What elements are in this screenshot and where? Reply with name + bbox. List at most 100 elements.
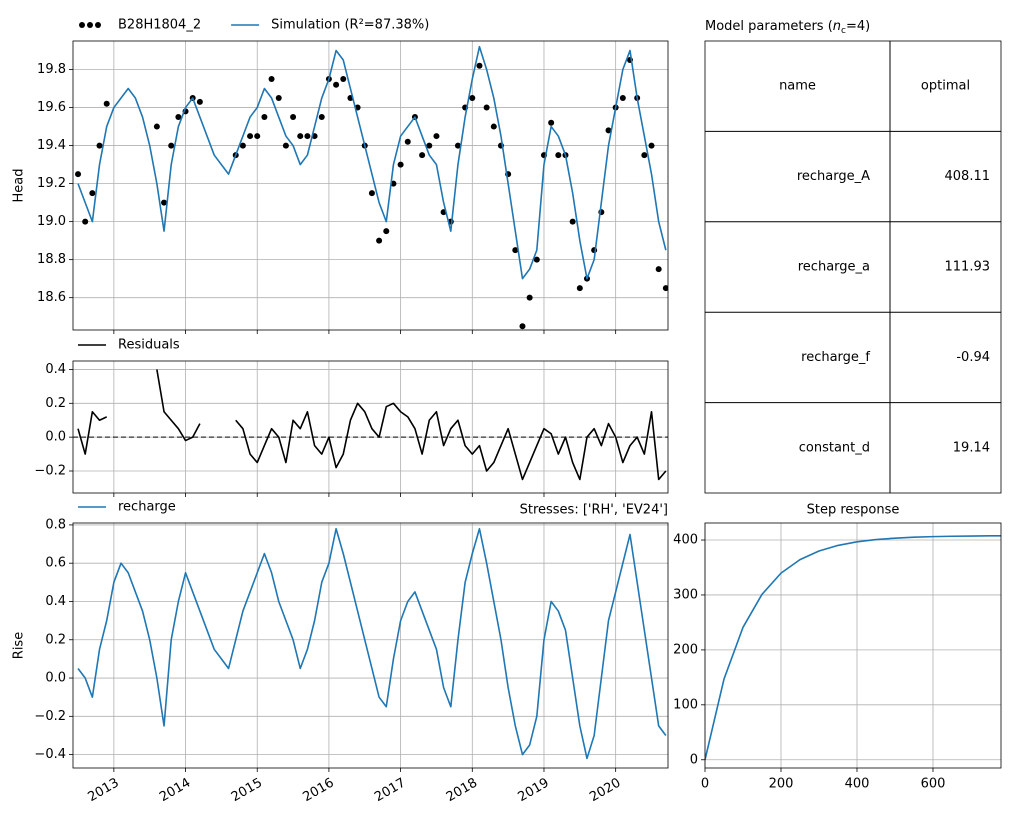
table-frame	[704, 40, 1002, 494]
observation	[548, 119, 555, 126]
y-axis-label: Rise	[12, 632, 27, 659]
observation	[254, 133, 261, 140]
y-tick-label: 19.0	[37, 214, 66, 229]
observation	[433, 133, 440, 140]
y-axis-label: Head	[12, 169, 27, 203]
y-tick-label: 0.0	[45, 671, 66, 686]
observation	[533, 256, 540, 263]
observation	[175, 114, 182, 121]
plot-area	[705, 535, 1001, 760]
legend-label: recharge	[118, 500, 176, 515]
y-tick-label: −0.2	[34, 464, 66, 479]
y-tick-label: 200	[673, 642, 698, 657]
y-tick-label: −0.2	[34, 709, 66, 724]
plot-area	[77, 369, 667, 481]
y-tick-label: 19.6	[37, 100, 66, 115]
observation	[89, 190, 96, 197]
axes-frame	[72, 40, 669, 331]
observation	[368, 190, 375, 197]
observation	[469, 95, 476, 102]
observation	[576, 285, 583, 292]
y-tick-label: 18.8	[37, 252, 66, 267]
legend-marker	[79, 22, 85, 28]
axes-frame	[72, 522, 669, 769]
observation	[297, 133, 304, 140]
series-line	[705, 535, 1001, 760]
legend-marker	[95, 22, 101, 28]
axes-frame	[704, 522, 1002, 769]
observation	[397, 161, 404, 168]
observation	[304, 133, 311, 140]
y-tick-label: 0.4	[45, 594, 66, 609]
observation	[82, 218, 89, 225]
observation	[376, 237, 383, 244]
axes-frame	[72, 360, 669, 494]
observation	[247, 133, 254, 140]
series-line	[77, 527, 667, 760]
table-header: optimal	[921, 79, 970, 94]
title-part: Model parameters (	[705, 19, 833, 34]
observation	[333, 81, 340, 88]
x-tick-label: 400	[845, 777, 870, 792]
observation	[161, 199, 168, 206]
observation	[526, 294, 533, 301]
table-cell: recharge_f	[801, 350, 870, 365]
table-cell: constant_d	[799, 440, 870, 455]
table-title: Model parameters (nc=4)	[705, 19, 870, 36]
observation	[282, 142, 289, 149]
x-tick-label: 600	[921, 777, 946, 792]
y-tick-label: 0.0	[45, 430, 66, 445]
table-cell: 408.11	[945, 169, 991, 184]
observation	[340, 76, 347, 83]
observation	[196, 98, 203, 105]
observation	[555, 152, 562, 159]
observation	[261, 114, 268, 121]
observation	[490, 123, 497, 130]
legend-label: B28H1804_2	[118, 18, 201, 33]
observation	[103, 100, 110, 107]
table-cell: 111.93	[945, 260, 991, 275]
y-tick-label: 19.4	[37, 138, 66, 153]
observation	[168, 142, 175, 149]
x-tick-label: 200	[769, 777, 794, 792]
series-line	[77, 45, 667, 280]
panel-title: Step response	[807, 503, 900, 518]
observation	[239, 142, 246, 149]
table-cell: -0.94	[956, 350, 990, 365]
title-part: n	[833, 19, 841, 34]
title-part: =4)	[846, 19, 870, 34]
table-cell: recharge_A	[797, 169, 870, 184]
legend-marker	[87, 22, 93, 28]
observation	[404, 138, 411, 145]
table-cell: 19.14	[953, 440, 990, 455]
observation	[619, 95, 626, 102]
observation	[75, 171, 82, 178]
y-tick-label: 19.2	[37, 176, 66, 191]
legend-label: Residuals	[118, 338, 180, 353]
x-tick-label: 0	[701, 777, 709, 792]
observation	[605, 127, 612, 134]
y-tick-label: 0.4	[45, 362, 66, 377]
observation	[290, 114, 297, 121]
observation	[662, 285, 668, 292]
y-tick-label: 300	[673, 587, 698, 602]
observation	[476, 62, 483, 69]
table-header: name	[779, 79, 816, 94]
observation	[483, 104, 490, 111]
observation	[383, 228, 390, 235]
y-tick-label: 0.6	[45, 556, 66, 571]
y-tick-label: 0	[690, 752, 698, 767]
y-tick-label: 0.2	[45, 632, 66, 647]
legend-label: Simulation (R²=87.38%)	[271, 18, 429, 33]
observation	[641, 152, 648, 159]
observation	[519, 323, 526, 330]
observation	[512, 247, 519, 254]
observation	[569, 218, 576, 225]
observation	[275, 95, 282, 102]
observation	[268, 76, 275, 83]
observation	[96, 142, 103, 149]
y-tick-label: 0.8	[45, 517, 66, 532]
y-tick-label: 18.6	[37, 290, 66, 305]
